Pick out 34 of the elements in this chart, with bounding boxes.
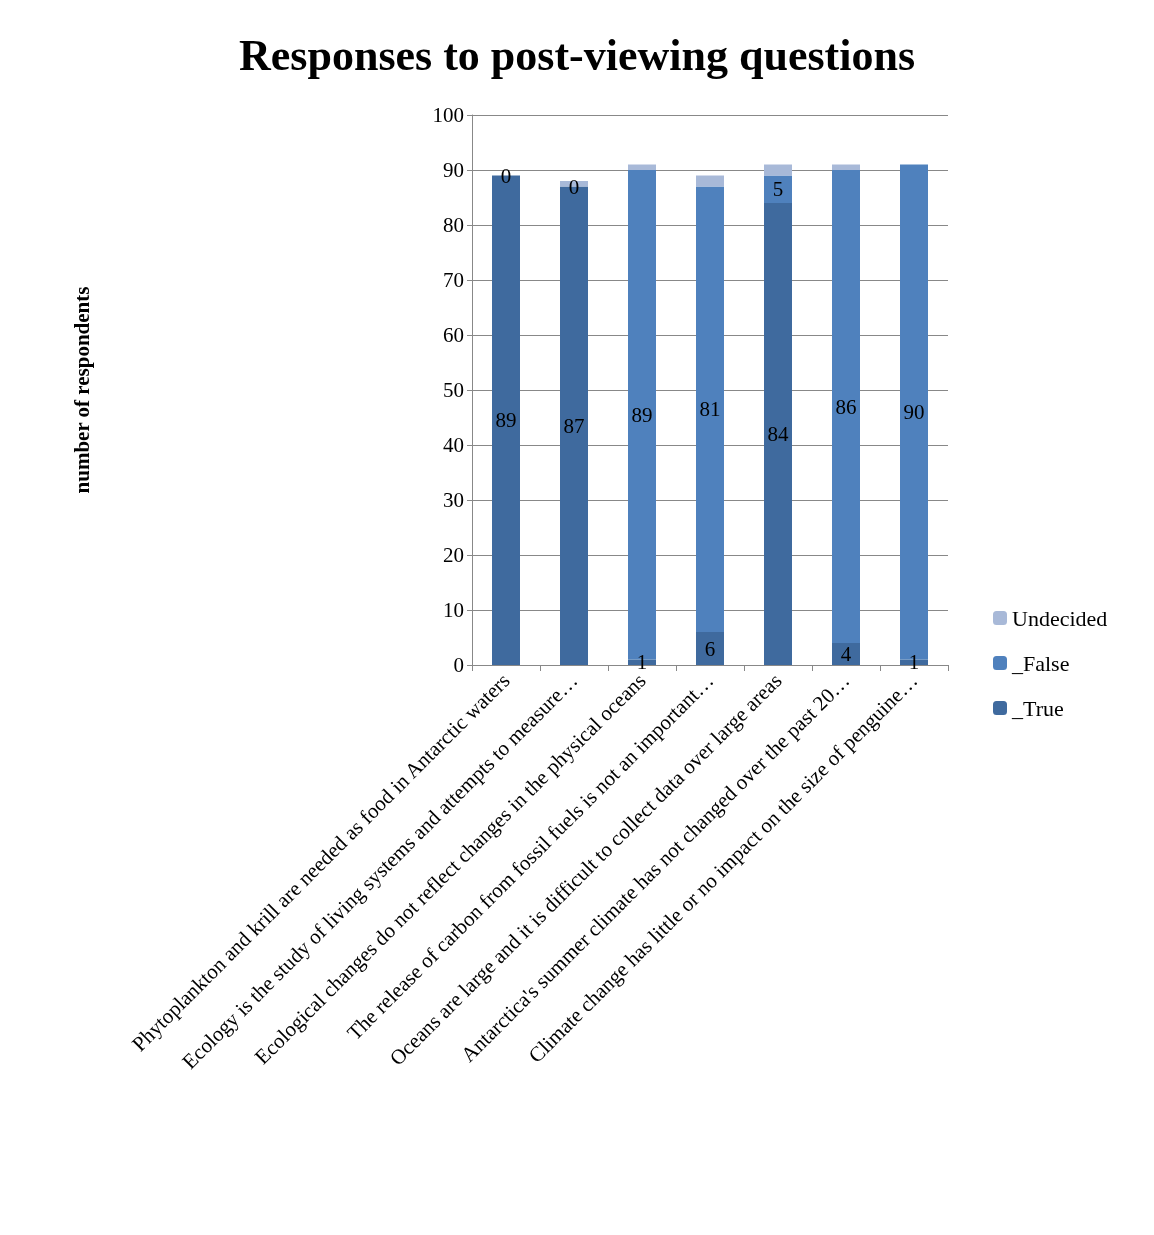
y-tick-label: 30 xyxy=(443,488,464,512)
y-tick-label: 70 xyxy=(443,268,464,292)
chart-title: Responses to post-viewing questions xyxy=(239,30,915,80)
data-label: 90 xyxy=(903,400,925,424)
y-tick-label: 10 xyxy=(443,598,464,622)
legend-label: _False xyxy=(1011,650,1070,676)
bar xyxy=(832,170,860,643)
bar xyxy=(696,632,724,665)
bar xyxy=(696,175,724,187)
data-label: 84 xyxy=(767,422,789,446)
bar xyxy=(764,164,792,176)
y-tick-label: 80 xyxy=(443,213,464,237)
bar xyxy=(628,164,656,170)
data-label: 5 xyxy=(772,177,784,202)
data-label: 89 xyxy=(631,402,653,427)
data-label: 89 xyxy=(495,408,517,433)
legend-label: _True xyxy=(1011,695,1064,721)
y-tick-label: 40 xyxy=(443,433,464,457)
bar xyxy=(696,186,724,632)
y-tick-label: 50 xyxy=(443,378,464,402)
y-tick-label: 20 xyxy=(443,543,464,567)
data-label: 4 xyxy=(840,642,852,666)
bar xyxy=(764,203,792,665)
y-tick-label: 90 xyxy=(443,158,464,182)
data-label: 6 xyxy=(704,636,716,661)
data-label: 81 xyxy=(699,397,721,422)
y-tick-label: 100 xyxy=(432,103,464,127)
bar xyxy=(832,164,860,170)
legend-label: Undecided xyxy=(1012,605,1108,631)
y-tick-label: 0 xyxy=(453,653,464,677)
y-axis-title: number of respondents xyxy=(69,286,94,494)
data-label: 86 xyxy=(835,394,857,419)
data-label: 87 xyxy=(563,413,585,438)
y-tick-label: 60 xyxy=(443,323,464,347)
